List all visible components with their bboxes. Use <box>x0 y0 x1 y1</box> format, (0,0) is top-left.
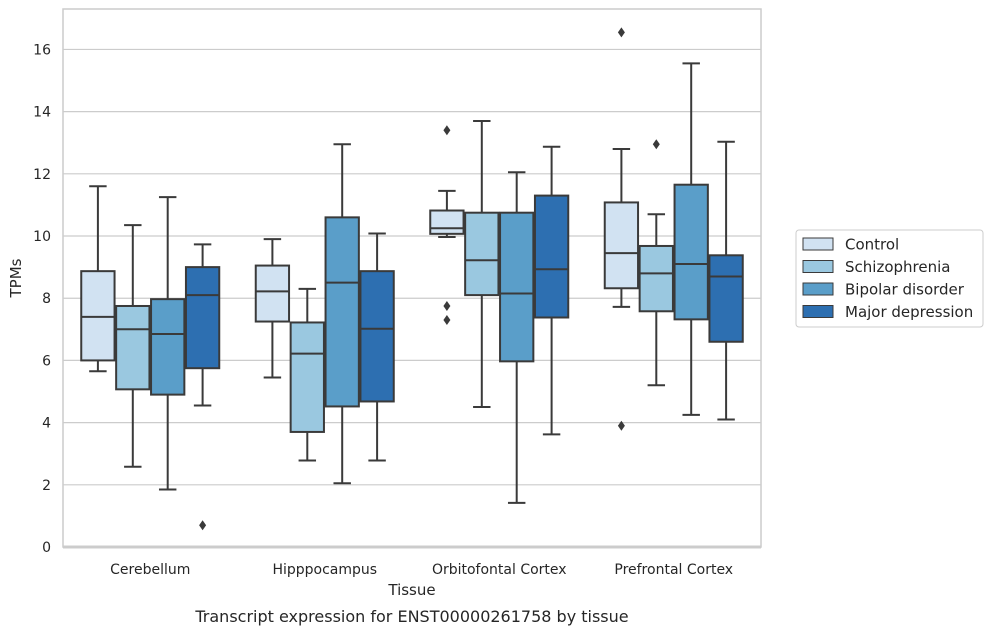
outlier-point <box>617 420 625 431</box>
box <box>324 216 360 408</box>
y-tick-label: 12 <box>33 167 51 183</box>
chart-caption: Transcript expression for ENST0000026175… <box>194 607 628 626</box>
box <box>289 321 325 433</box>
box <box>638 244 674 313</box>
legend-label: Schizophrenia <box>845 258 950 276</box>
legend-swatch <box>802 305 834 318</box>
y-tick-labels: 0 2 4 6 8 10 12 14 16 <box>33 42 51 556</box>
legend-label: Control <box>845 236 899 254</box>
box <box>115 304 151 391</box>
y-tick-label: 10 <box>33 229 51 245</box>
legend-swatch <box>802 260 834 273</box>
box <box>184 266 221 370</box>
box <box>499 211 535 363</box>
y-tick-label: 6 <box>42 353 51 369</box>
x-tick-label: Cerebellum <box>110 562 190 578</box>
x-tick-labels: Cerebellum Hipppocampus Orbitofontal Corte… <box>110 562 733 578</box>
box <box>603 201 640 290</box>
box <box>254 264 291 323</box>
outlier-point <box>443 125 451 136</box>
y-tick-label: 16 <box>33 42 51 58</box>
legend-swatch <box>802 282 834 296</box>
legend-items: Control Schizophrenia Bipolar disorder Majo… <box>802 236 973 321</box>
outlier-point <box>199 520 207 531</box>
box <box>464 211 500 297</box>
y-tick-label: 0 <box>42 540 51 556</box>
y-tick-label: 2 <box>42 478 51 494</box>
box <box>429 209 465 235</box>
x-tick-label: Hipppocampus <box>272 562 377 578</box>
y-axis-title: TPMs <box>7 258 25 298</box>
y-tick-label: 8 <box>42 291 51 307</box>
outlier-point <box>443 314 451 325</box>
y-tick-label: 4 <box>42 416 51 432</box>
x-axis-title: Tissue <box>387 581 435 599</box>
x-tick-label: Prefrontal Cortex <box>614 562 733 578</box>
box <box>150 298 186 396</box>
outlier-point <box>443 300 451 311</box>
legend-label: Bipolar disorder <box>845 281 965 299</box>
legend-swatch <box>802 237 834 251</box>
outlier-point <box>652 139 660 150</box>
legend-frame <box>795 229 984 328</box>
box-group <box>429 119 570 504</box>
box <box>80 270 116 362</box>
legend: Control Schizophrenia Bipolar disorder Majo… <box>795 229 984 328</box>
box-group <box>80 185 221 531</box>
box <box>673 183 709 321</box>
legend-label: Major depression <box>845 303 973 321</box>
box-groups <box>80 27 744 531</box>
x-tick-label: Orbitofontal Cortex <box>432 562 567 578</box>
y-tick-label: 14 <box>33 105 51 121</box>
outlier-point <box>617 27 625 38</box>
box <box>533 194 570 319</box>
box <box>708 254 744 343</box>
box-group <box>254 143 395 485</box>
box-group <box>603 27 744 431</box>
box <box>359 270 395 403</box>
